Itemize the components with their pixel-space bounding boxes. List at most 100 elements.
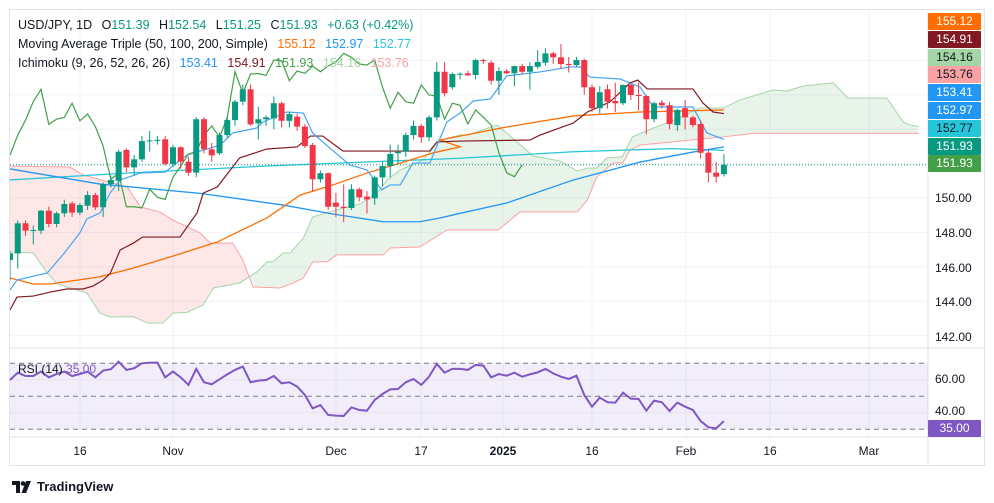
symbol-label[interactable]: USD/JPY, 1D [18, 18, 93, 32]
ichimoku-cloud-segment [110, 182, 115, 318]
ichimoku-cloud-segment [64, 166, 69, 288]
candle [92, 192, 99, 211]
ichimoku-cloud-segment [138, 203, 142, 321]
candle [480, 58, 487, 64]
candle [713, 161, 720, 183]
ichimoku-cloud-segment [366, 197, 371, 255]
ichimoku-cloud-segment [134, 197, 139, 319]
candle-body [472, 60, 479, 76]
candle [705, 149, 712, 183]
candle-body [620, 84, 627, 104]
ichimoku-cloud-segment [87, 176, 92, 301]
candle-body [379, 166, 386, 178]
candle [557, 44, 564, 69]
candle [247, 84, 254, 126]
candle [542, 48, 549, 66]
candle [340, 184, 347, 223]
candle [363, 191, 370, 214]
candle [635, 82, 642, 111]
price-tag: 155.12 [928, 13, 981, 30]
ichimoku-cloud-segment [467, 133, 472, 230]
candle [495, 67, 502, 95]
candle-body [100, 184, 107, 208]
rsi-legend[interactable]: RSI (14) 35.00 [18, 362, 96, 376]
candle [123, 148, 130, 173]
candle [115, 149, 122, 192]
brand-name: TradingView [37, 479, 114, 494]
candle [107, 175, 114, 188]
candle [620, 84, 627, 106]
ichimoku-cloud-segment [712, 108, 717, 138]
candle-body [651, 103, 658, 120]
rsi-title: RSI (14) [18, 362, 63, 376]
ichimoku-cloud-segment [855, 98, 860, 134]
candle [643, 94, 650, 135]
candle [38, 210, 45, 235]
price-tick: 144.00 [935, 295, 972, 309]
ichimoku-cloud-segment [840, 90, 845, 134]
candle [488, 60, 495, 85]
ichimoku-cloud-segment [52, 166, 57, 284]
candle [14, 220, 21, 269]
ichimoku-cloud-segment [231, 243, 236, 285]
ichimoku-cloud-segment [347, 205, 352, 255]
ichimoku-cloud-segment [576, 170, 581, 212]
candle [53, 211, 60, 228]
candle-body [682, 108, 689, 118]
chart-frame [9, 9, 985, 466]
ichimoku-cloud-segment [716, 108, 721, 138]
ichimoku-cloud-segment [250, 273, 255, 287]
candle [550, 51, 557, 64]
chart-canvas[interactable] [0, 0, 994, 470]
candle [387, 144, 394, 178]
candle [84, 191, 91, 211]
ichimoku-cloud-segment [33, 166, 38, 259]
candle-body [488, 62, 495, 81]
candle [418, 124, 425, 143]
candle-body [286, 114, 293, 121]
ichimoku-cloud-segment [312, 215, 317, 262]
ichimoku-legend[interactable]: Ichimoku (9, 26, 52, 26, 26) 153.41 154.… [18, 55, 415, 71]
ichimoku-cloud-segment [762, 91, 767, 134]
ichimoku-cloud-segment [235, 246, 239, 284]
candle-body [348, 189, 355, 208]
candle-body [340, 206, 347, 208]
candle [371, 175, 378, 205]
candle [596, 86, 603, 114]
ichimoku-cloud-segment [382, 180, 387, 255]
candle [682, 99, 689, 130]
ichimoku-cloud-segment [774, 90, 779, 134]
ichimoku-cloud-segment [219, 243, 224, 287]
candle-body [10, 253, 13, 260]
ichimoku-cloud-segment [79, 173, 84, 293]
candle [441, 62, 448, 97]
tradingview-logo[interactable]: TradingView [12, 479, 113, 494]
ma-legend[interactable]: Moving Average Triple (50, 100, 200, Sim… [18, 36, 417, 52]
candle-body [30, 229, 37, 231]
ichimoku-cloud-segment [149, 209, 154, 324]
ichimoku-cloud-segment [723, 105, 728, 137]
candle [674, 108, 681, 131]
ichimoku-cloud-segment [130, 191, 135, 318]
rsi-tick: 60.00 [935, 372, 966, 386]
chikou-value: 151.93 [275, 56, 314, 70]
ichimoku-cloud-segment [751, 95, 755, 134]
rsi-value-tag: 35.00 [928, 420, 981, 437]
candle-body [705, 152, 712, 173]
candle-body [589, 87, 595, 109]
candle [131, 155, 138, 176]
ichimoku-cloud-segment [654, 126, 658, 144]
span-a-value: 154.16 [322, 56, 362, 70]
ichimoku-cloud-segment [805, 85, 810, 134]
candle [138, 136, 145, 162]
price-tag: 152.97 [928, 102, 981, 119]
candle-body [720, 164, 727, 175]
ichimoku-cloud-segment [398, 169, 402, 248]
candle-body [604, 89, 611, 102]
ichimoku-cloud-segment [572, 168, 577, 212]
ma200-value: 152.77 [372, 37, 412, 51]
ichimoku-cloud-segment [541, 157, 546, 212]
candle [154, 136, 161, 145]
ichimoku-cloud-segment [266, 261, 270, 288]
ichimoku-cloud-segment [809, 84, 814, 134]
